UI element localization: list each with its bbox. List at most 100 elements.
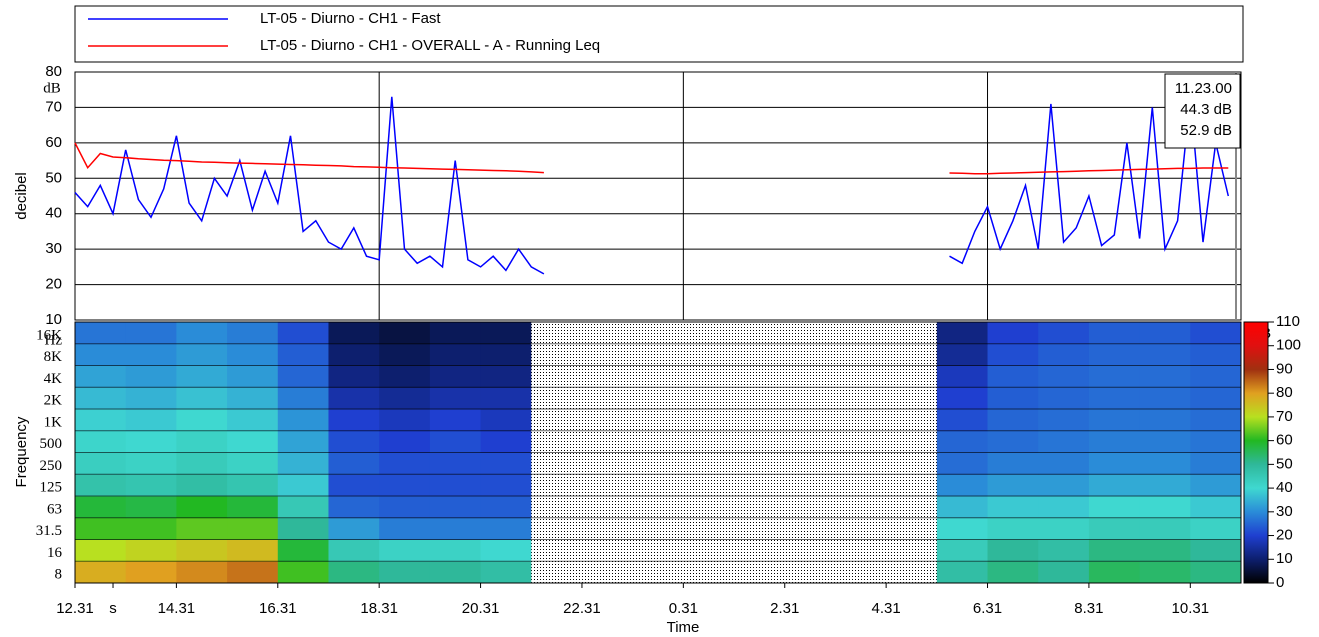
- heat-cell: [277, 539, 329, 562]
- readout-value: 52.9 dB: [1180, 122, 1232, 139]
- heat-cell: [480, 322, 532, 345]
- heat-cell: [480, 561, 532, 584]
- heat-cell: [277, 387, 329, 410]
- heat-cell: [1190, 474, 1242, 497]
- heat-cell: [125, 474, 177, 497]
- no-data: [886, 539, 938, 562]
- heat-cell: [379, 365, 431, 388]
- heat-cell: [379, 387, 431, 410]
- heat-cell: [480, 365, 532, 388]
- series-line: [74, 96, 1230, 275]
- no-data: [734, 322, 786, 345]
- heat-cell: [1038, 365, 1090, 388]
- colorbar-tick-label: 50: [1276, 455, 1293, 472]
- heat-cell: [328, 496, 380, 519]
- heat-cell: [1139, 430, 1191, 453]
- heat-cell: [987, 517, 1039, 540]
- heat-cell: [480, 343, 532, 366]
- heat-cell: [75, 430, 127, 453]
- y-unit: Hz: [45, 332, 63, 348]
- heat-cell: [125, 387, 177, 410]
- heat-cell: [176, 409, 228, 432]
- heat-cell: [480, 539, 532, 562]
- heat-cell: [176, 496, 228, 519]
- no-data: [784, 561, 836, 584]
- heat-cell: [75, 387, 127, 410]
- heat-cell: [987, 365, 1039, 388]
- y-unit: dB: [43, 80, 61, 96]
- heat-cell: [987, 561, 1039, 584]
- plot-frame: [74, 321, 1242, 584]
- heat-cell: [75, 561, 127, 584]
- heat-cell: [429, 496, 482, 519]
- heat-cell: [429, 517, 482, 540]
- heat-cell: [1139, 517, 1191, 540]
- no-data: [531, 474, 583, 497]
- no-data: [632, 474, 684, 497]
- no-data: [683, 409, 735, 432]
- heat-cell: [1139, 387, 1191, 410]
- heat-cell: [936, 409, 989, 432]
- no-data: [531, 343, 583, 366]
- heat-cell: [987, 430, 1039, 453]
- colorbar-tick-label: 70: [1276, 408, 1293, 425]
- heat-cell: [328, 409, 380, 432]
- no-data: [632, 322, 684, 345]
- no-data: [734, 452, 786, 475]
- heat-cell: [429, 365, 482, 388]
- heat-cell: [379, 343, 431, 366]
- x-tick-label: 8.31: [1074, 600, 1103, 617]
- heat-cell: [277, 343, 329, 366]
- heat-cell: [328, 561, 380, 584]
- heat-cell: [125, 517, 177, 540]
- heat-cell: [227, 561, 279, 584]
- y-tick-label: 20: [45, 276, 62, 293]
- heat-cell: [429, 409, 482, 432]
- no-data: [734, 343, 786, 366]
- heat-cell: [429, 539, 482, 562]
- no-data: [734, 517, 786, 540]
- frequency-label: 2K: [44, 393, 63, 409]
- heat-cell: [936, 561, 989, 584]
- heat-cell: [480, 517, 532, 540]
- heat-cell: [125, 430, 177, 453]
- heat-cell: [379, 474, 431, 497]
- heat-cell: [987, 474, 1039, 497]
- no-data: [734, 430, 786, 453]
- no-data: [886, 387, 938, 410]
- no-data: [683, 496, 735, 519]
- no-data: [531, 452, 583, 475]
- no-data: [784, 409, 836, 432]
- heat-cell: [1038, 322, 1090, 345]
- heat-cell: [1038, 539, 1090, 562]
- heat-cell: [328, 539, 380, 562]
- x-tick-label: 2.31: [770, 600, 799, 617]
- colorbar-tick-label: 80: [1276, 384, 1293, 401]
- heat-cell: [328, 387, 380, 410]
- heat-cell: [1139, 474, 1191, 497]
- heat-cell: [1088, 343, 1141, 366]
- readout-value: 44.3 dB: [1180, 101, 1232, 118]
- heat-cell: [328, 517, 380, 540]
- y-tick-label: 70: [45, 98, 62, 115]
- frequency-label: 1K: [44, 414, 63, 430]
- heat-cell: [379, 561, 431, 584]
- heat-cell: [429, 561, 482, 584]
- heat-cell: [1190, 322, 1242, 345]
- heat-cell: [176, 343, 228, 366]
- heat-cell: [379, 322, 431, 345]
- heat-cell: [1038, 409, 1090, 432]
- no-data: [886, 343, 938, 366]
- heat-cell: [227, 409, 279, 432]
- heat-cell: [328, 343, 380, 366]
- heat-cell: [1038, 430, 1090, 453]
- no-data: [581, 452, 634, 475]
- colorbar-tick-label: 110: [1276, 313, 1300, 330]
- heat-cell: [176, 387, 228, 410]
- no-data: [581, 496, 634, 519]
- heat-cell: [1190, 343, 1242, 366]
- heat-cell: [1190, 561, 1242, 584]
- heat-cell: [227, 430, 279, 453]
- heat-cell: [1190, 517, 1242, 540]
